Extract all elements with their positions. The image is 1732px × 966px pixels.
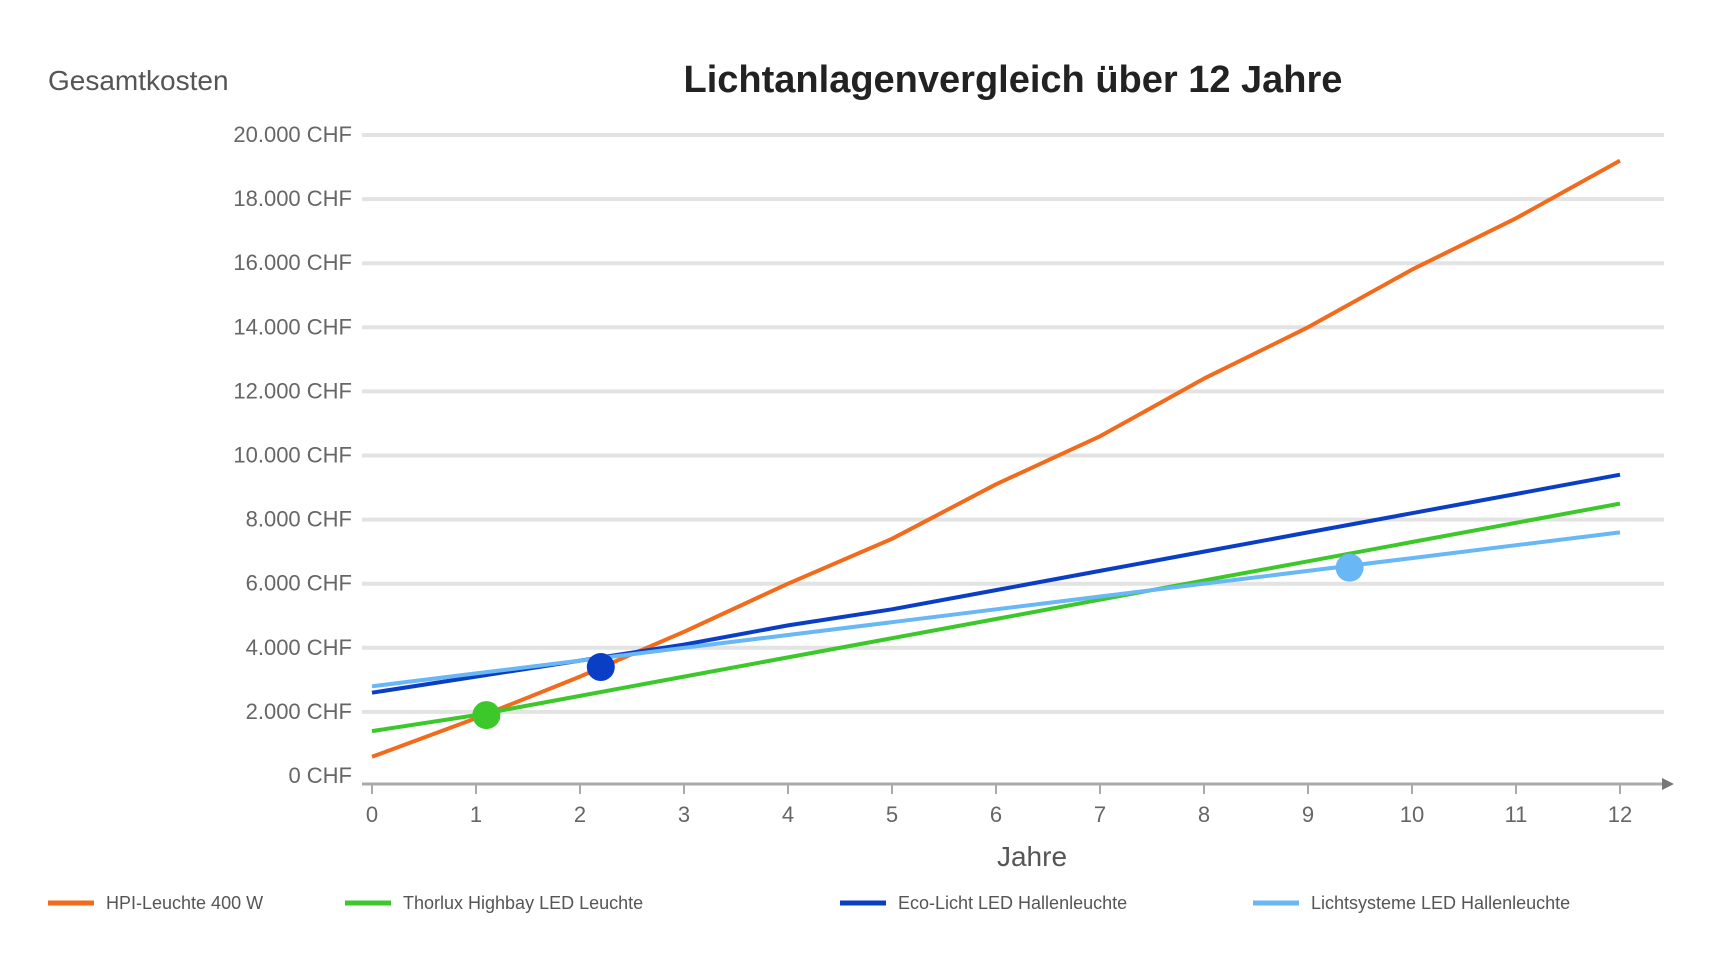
x-tick-label: 12	[1608, 802, 1632, 827]
gridlines	[362, 133, 1664, 714]
x-tick-label: 1	[470, 802, 482, 827]
x-axis-ticks: 0 1 2 3 4 5 6 7 8 9 10 11 12	[366, 784, 1632, 827]
y-tick-label: 6.000 CHF	[246, 571, 352, 596]
legend-label: Thorlux Highbay LED Leuchte	[403, 893, 643, 913]
y-tick-label: 16.000 CHF	[233, 250, 352, 275]
legend-label: Eco-Licht LED Hallenleuchte	[898, 893, 1127, 913]
y-tick-label: 14.000 CHF	[233, 314, 352, 339]
highlight-marker-1	[472, 701, 501, 730]
legend-item: Thorlux Highbay LED Leuchte	[345, 893, 643, 913]
x-axis	[362, 778, 1674, 790]
highlight-marker-2	[586, 653, 615, 682]
y-tick-label: 0 CHF	[288, 763, 352, 788]
y-tick-label: 8.000 CHF	[246, 507, 352, 532]
series-line-2	[371, 501, 1621, 734]
y-tick-label: 20.000 CHF	[233, 122, 352, 147]
y-tick-label: 12.000 CHF	[233, 378, 352, 403]
x-tick-label: 6	[990, 802, 1002, 827]
x-tick-label: 2	[574, 802, 586, 827]
x-tick-label: 11	[1505, 802, 1528, 827]
y-tick-label: 2.000 CHF	[246, 699, 352, 724]
legend-item: Eco-Licht LED Hallenleuchte	[840, 893, 1127, 913]
legend: HPI-Leuchte 400 W Thorlux Highbay LED Leu…	[48, 893, 1570, 913]
x-tick-label: 4	[782, 802, 794, 827]
highlight-markers	[472, 553, 1364, 730]
y-axis-title: Gesamtkosten	[48, 65, 229, 96]
legend-label: HPI-Leuchte 400 W	[106, 893, 263, 913]
x-axis-arrow	[1662, 778, 1674, 790]
x-tick-label: 9	[1302, 802, 1314, 827]
series-line-1	[371, 158, 1621, 759]
x-tick-label: 8	[1198, 802, 1210, 827]
chart-title: Lichtanlagenvergleich über 12 Jahre	[684, 59, 1343, 101]
y-axis-ticks: 0 CHF 2.000 CHF 4.000 CHF 6.000 CHF 8.000 CH…	[233, 122, 352, 788]
series-lines	[371, 158, 1621, 759]
x-axis-title: Jahre	[997, 841, 1067, 872]
x-tick-label: 10	[1400, 802, 1424, 827]
x-tick-label: 3	[678, 802, 690, 827]
legend-item: Lichtsysteme LED Hallenleuchte	[1253, 893, 1570, 913]
x-tick-label: 5	[886, 802, 898, 827]
y-tick-label: 10.000 CHF	[233, 443, 352, 468]
x-tick-label: 0	[366, 802, 378, 827]
y-tick-label: 18.000 CHF	[233, 186, 352, 211]
legend-item: HPI-Leuchte 400 W	[48, 893, 263, 913]
legend-label: Lichtsysteme LED Hallenleuchte	[1311, 893, 1570, 913]
series-line-4	[371, 530, 1621, 689]
y-tick-label: 4.000 CHF	[246, 635, 352, 660]
highlight-marker-3	[1335, 553, 1364, 582]
x-tick-label: 7	[1094, 802, 1106, 827]
